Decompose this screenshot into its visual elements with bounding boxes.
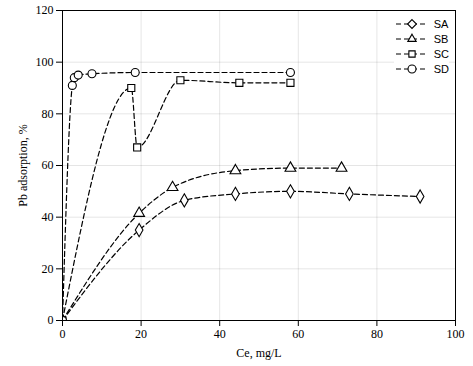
svg-text:100: 100 (447, 327, 465, 341)
svg-text:0: 0 (48, 313, 54, 327)
svg-text:120: 120 (36, 3, 54, 17)
svg-text:60: 60 (292, 327, 304, 341)
svg-text:100: 100 (36, 55, 54, 69)
svg-text:0: 0 (60, 327, 66, 341)
html-text:SD: SD (433, 62, 449, 75)
svg-text:80: 80 (42, 107, 54, 121)
svg-text:Ce, mg/L: Ce, mg/L (236, 346, 281, 360)
svg-text:20: 20 (42, 262, 54, 276)
svg-text:40: 40 (214, 327, 226, 341)
svg-text:Pb adsorption, %: Pb adsorption, % (16, 124, 30, 206)
svg-text:80: 80 (371, 327, 383, 341)
html-text:SB: SB (433, 32, 449, 45)
html-text:SC: SC (433, 47, 449, 60)
svg-text:60: 60 (42, 158, 54, 172)
html-text:SA: SA (433, 17, 449, 30)
svg-text:20: 20 (135, 327, 147, 341)
svg-text:40: 40 (42, 210, 54, 224)
